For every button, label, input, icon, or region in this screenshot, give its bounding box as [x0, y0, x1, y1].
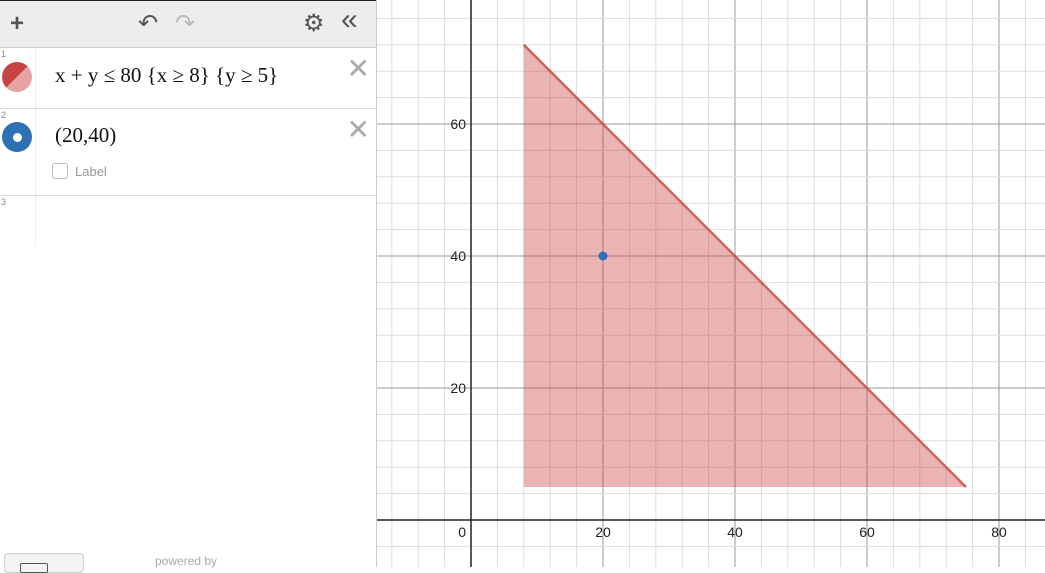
expression-row-3[interactable]: 3	[0, 196, 376, 246]
y-tick-label: 60	[450, 116, 466, 132]
expression-input[interactable]: (20,40)	[55, 123, 117, 147]
keyboard-icon	[20, 563, 48, 573]
expression-index: 1	[1, 49, 7, 59]
y-tick-label: 20	[450, 380, 466, 396]
add-expression-button[interactable]: +	[10, 10, 25, 37]
settings-gear-icon[interactable]: ⚙	[303, 10, 325, 37]
x-tick-label: 40	[727, 524, 743, 540]
expression-panel: + ↶ ↷ ⚙ « 1 x + y ≤ 80 {x ≥ 8} {y ≥ 5} ✕…	[0, 0, 377, 573]
label-checkbox[interactable]	[52, 163, 68, 179]
keypad-toggle-button[interactable]	[4, 553, 84, 573]
undo-button[interactable]: ↶	[138, 10, 159, 37]
label-option-text: Label	[75, 163, 107, 179]
delete-expression-icon[interactable]: ✕	[346, 114, 370, 145]
expression-index: 2	[1, 110, 7, 120]
data-point	[598, 251, 608, 261]
expression-row-2[interactable]: 2 (20,40) Label ✕	[0, 109, 376, 196]
collapse-panel-button[interactable]: «	[341, 3, 358, 36]
x-tick-label: 0	[458, 524, 466, 540]
redo-button[interactable]: ↷	[175, 10, 196, 37]
x-tick-label: 60	[859, 524, 875, 540]
delete-expression-icon[interactable]: ✕	[346, 53, 370, 84]
inequality-boundary-line	[522, 43, 967, 488]
inequality-color-icon[interactable]	[2, 62, 32, 92]
powered-by-text: powered by	[155, 554, 218, 568]
expression-index: 3	[1, 197, 7, 207]
x-tick-label: 20	[595, 524, 611, 540]
x-tick-label: 80	[991, 524, 1007, 540]
point-color-icon[interactable]	[2, 122, 32, 152]
expression-row-1[interactable]: 1 x + y ≤ 80 {x ≥ 8} {y ≥ 5} ✕	[0, 48, 376, 109]
expression-input[interactable]: x + y ≤ 80 {x ≥ 8} {y ≥ 5}	[55, 63, 279, 87]
y-tick-label: 40	[450, 248, 466, 264]
toolbar: + ↶ ↷ ⚙ «	[0, 0, 376, 48]
